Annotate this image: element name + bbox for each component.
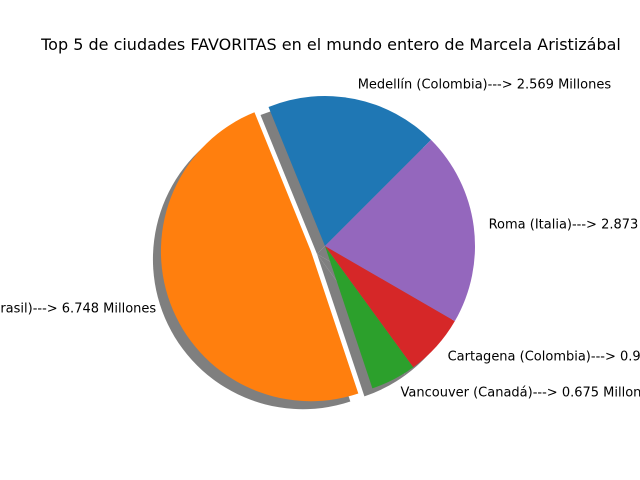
pie-slices bbox=[160, 95, 475, 402]
slice-label-1: São Paulo (Brasil)---> 6.748 Millones bbox=[0, 301, 156, 316]
pie-slice-3 bbox=[325, 246, 455, 368]
slice-label-3: Cartagena (Colombia)---> 0.914 Millones bbox=[448, 349, 640, 364]
pie-slice-0 bbox=[268, 95, 432, 246]
slice-label-2: Vancouver (Canadá)---> 0.675 Millones bbox=[401, 386, 640, 401]
pie-slice-4 bbox=[325, 139, 475, 322]
slice-label-4: Roma (Italia)---> 2.873 Millones bbox=[489, 218, 640, 233]
slice-label-0: Medellín (Colombia)---> 2.569 Millones bbox=[358, 77, 612, 92]
slice-labels: Medellín (Colombia)---> 2.569 Millones Sã… bbox=[0, 77, 640, 400]
chart-title: Top 5 de ciudades FAVORITAS en el mundo … bbox=[40, 35, 621, 54]
pie-slice-2 bbox=[325, 246, 414, 389]
pie-slice-1 bbox=[160, 112, 359, 402]
